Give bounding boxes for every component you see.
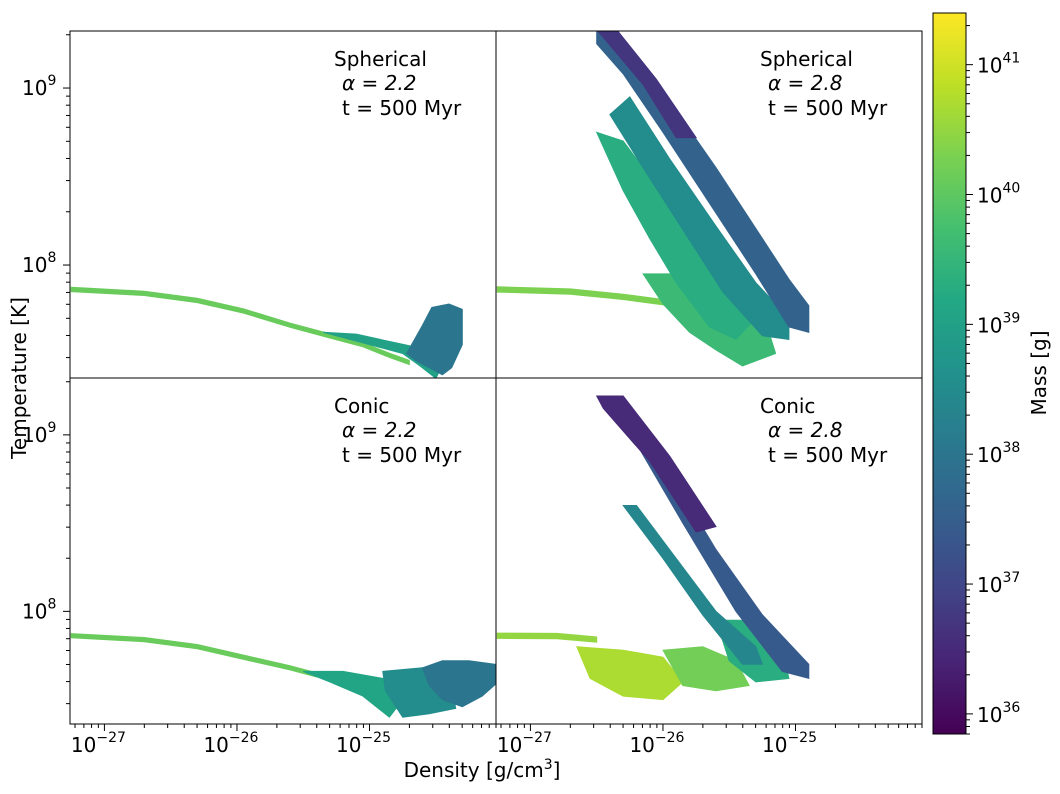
tick-exponent: 41 xyxy=(1002,51,1020,67)
tick-base: 10 xyxy=(977,573,1002,597)
panel-frames xyxy=(69,30,923,725)
colorbar-tick-label: 1038 xyxy=(977,440,1020,467)
x-axis-label: Density [g/cm3] xyxy=(404,757,561,782)
tick-exponent: −25 xyxy=(361,730,391,746)
histogram-region xyxy=(496,632,598,643)
panel-geometry-label: Spherical xyxy=(760,47,853,71)
tick-base: 10 xyxy=(977,313,1002,337)
tick-base: 10 xyxy=(629,733,654,757)
tick-base: 10 xyxy=(203,733,228,757)
tick-exponent: −27 xyxy=(522,730,552,746)
y-axis-label: Temperature [K] xyxy=(7,297,31,460)
tick-base: 10 xyxy=(497,733,522,757)
tick-base: 10 xyxy=(71,733,96,757)
x-tick-label: 10−27 xyxy=(497,730,552,757)
histogram-region xyxy=(405,303,463,376)
panel-geometry-label: Conic xyxy=(760,394,815,418)
histogram-region xyxy=(576,646,684,701)
histogram-region xyxy=(662,646,750,692)
x-axis-label-main: Density [g/cm xyxy=(404,758,544,782)
tick-exponent: −26 xyxy=(229,730,259,746)
panel-conic-2.2: Conic α = 2.2 t = 500 Myr xyxy=(70,394,496,718)
panel-time-label: t = 500 Myr xyxy=(342,96,462,120)
y-tick-label: 108 xyxy=(22,596,56,623)
histogram-region xyxy=(597,31,698,139)
panel-spherical-2.8: Spherical α = 2.8 t = 500 Myr xyxy=(496,31,888,367)
y-tick-label: 109 xyxy=(22,73,56,100)
tick-base: 10 xyxy=(977,703,1002,727)
colorbar-gradient xyxy=(932,12,967,735)
x-axis-label-tail: ] xyxy=(553,758,561,782)
axis-ticks: 10−27 10−26 10−25 10−27 10−26 10−251081091081… xyxy=(22,34,923,757)
tick-base: 10 xyxy=(977,54,1002,78)
colorbar-tick-label: 1036 xyxy=(977,700,1020,727)
histogram-region xyxy=(421,660,496,708)
panel-time-label: t = 500 Myr xyxy=(768,443,888,467)
tick-base: 10 xyxy=(977,443,1002,467)
x-tick-label: 10−25 xyxy=(762,730,817,757)
tick-base: 10 xyxy=(22,253,47,277)
tick-exponent: 9 xyxy=(47,73,56,89)
tick-base: 10 xyxy=(22,76,47,100)
tick-exponent: 38 xyxy=(1002,440,1020,456)
histogram-region xyxy=(70,286,410,366)
x-tick-label: 10−26 xyxy=(203,730,258,757)
tick-base: 10 xyxy=(22,599,47,623)
tick-exponent: 40 xyxy=(1002,181,1020,197)
tick-exponent: −26 xyxy=(655,730,685,746)
tick-base: 10 xyxy=(977,184,1002,208)
tick-exponent: −27 xyxy=(96,730,126,746)
histogram-region xyxy=(622,505,764,665)
tick-exponent: 37 xyxy=(1002,570,1020,586)
panel-geometry-label: Spherical xyxy=(334,47,427,71)
y-tick-label: 108 xyxy=(22,250,56,277)
tick-base: 10 xyxy=(22,423,47,447)
tick-exponent: −25 xyxy=(787,730,817,746)
x-axis-label-sup: 3 xyxy=(544,757,553,773)
colorbar-tick-label: 1040 xyxy=(977,181,1020,208)
panel-time-label: t = 500 Myr xyxy=(342,443,462,467)
tick-exponent: 9 xyxy=(47,420,56,436)
tick-exponent: 36 xyxy=(1002,700,1020,716)
colorbar-tick-label: 1041 xyxy=(977,51,1020,78)
x-tick-label: 10−26 xyxy=(629,730,684,757)
panel-alpha-label: α = 2.8 xyxy=(768,71,842,95)
panel-spherical-2.2: Spherical α = 2.2 t = 500 Myr xyxy=(70,47,463,378)
tick-exponent: 8 xyxy=(47,596,56,612)
tick-base: 10 xyxy=(762,733,787,757)
colorbar-tick-label: 1037 xyxy=(977,570,1020,597)
tick-exponent: 8 xyxy=(47,250,56,266)
histogram-region xyxy=(595,395,717,533)
panel-conic-2.8: Conic α = 2.8 t = 500 Myr xyxy=(496,394,888,701)
tick-base: 10 xyxy=(336,733,361,757)
histogram-region xyxy=(70,633,317,678)
panel-alpha-label: α = 2.2 xyxy=(342,418,416,442)
histogram-region xyxy=(303,670,404,718)
colorbar-tick-label: 1039 xyxy=(977,310,1020,337)
histogram-region xyxy=(609,96,790,340)
x-tick-label: 10−25 xyxy=(336,730,391,757)
colorbar-label: Mass [g] xyxy=(1027,330,1051,415)
tick-exponent: 39 xyxy=(1002,310,1020,326)
panel-alpha-label: α = 2.8 xyxy=(768,418,842,442)
y-tick-label: 109 xyxy=(22,420,56,447)
panel-geometry-label: Conic xyxy=(334,394,389,418)
panel-alpha-label: α = 2.2 xyxy=(342,71,416,95)
panel-time-label: t = 500 Myr xyxy=(768,96,888,120)
x-tick-label: 10−27 xyxy=(71,730,126,757)
